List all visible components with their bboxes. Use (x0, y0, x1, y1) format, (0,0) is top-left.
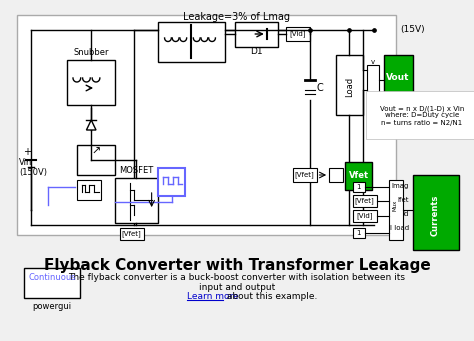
Text: Snubber: Snubber (73, 48, 109, 57)
Text: The flyback converter is a buck-boost converter with isolation between its
input: The flyback converter is a buck-boost co… (69, 273, 405, 292)
Text: D1: D1 (250, 47, 263, 56)
Text: Id: Id (402, 211, 409, 217)
Text: v: v (371, 59, 375, 65)
Text: 1: 1 (356, 184, 361, 190)
FancyBboxPatch shape (286, 27, 310, 41)
FancyBboxPatch shape (353, 182, 365, 192)
FancyBboxPatch shape (384, 55, 412, 100)
FancyBboxPatch shape (18, 15, 396, 235)
Text: +: + (23, 147, 31, 157)
Text: Learn more: Learn more (187, 292, 239, 301)
Text: C: C (317, 83, 323, 93)
Text: [Vfet]: [Vfet] (122, 231, 141, 237)
FancyBboxPatch shape (292, 168, 317, 182)
Text: Vout = n x D/(1-D) x Vin
where: D=Duty cycle
n= turns ratio = N2/N1: Vout = n x D/(1-D) x Vin where: D=Duty c… (380, 105, 465, 125)
Text: Imag: Imag (392, 183, 409, 189)
FancyBboxPatch shape (353, 228, 365, 238)
Text: [Vid]: [Vid] (289, 31, 306, 38)
Text: Continuous: Continuous (28, 273, 76, 282)
FancyBboxPatch shape (367, 65, 379, 95)
Text: [Vid]: [Vid] (356, 213, 373, 219)
FancyBboxPatch shape (389, 180, 403, 240)
FancyBboxPatch shape (346, 162, 372, 190)
FancyBboxPatch shape (77, 145, 115, 175)
FancyBboxPatch shape (329, 168, 344, 182)
FancyBboxPatch shape (158, 168, 185, 196)
Text: Vout: Vout (386, 74, 410, 83)
Text: Vin
(150V): Vin (150V) (19, 158, 47, 177)
Text: MOSFET: MOSFET (119, 166, 154, 175)
Text: about this example.: about this example. (224, 292, 317, 301)
Text: 1: 1 (356, 230, 361, 236)
FancyBboxPatch shape (353, 210, 377, 222)
Text: Vfet: Vfet (349, 172, 369, 180)
Text: ↗: ↗ (91, 147, 100, 157)
Polygon shape (86, 120, 96, 130)
FancyBboxPatch shape (336, 55, 363, 115)
FancyBboxPatch shape (67, 60, 115, 105)
Text: I load: I load (390, 225, 409, 231)
Text: Leakage=3% of Lmag: Leakage=3% of Lmag (183, 12, 291, 22)
Text: powergui: powergui (32, 302, 72, 311)
FancyBboxPatch shape (24, 268, 80, 298)
Text: Currents: Currents (431, 194, 440, 236)
Text: Ifet: Ifet (397, 197, 409, 203)
FancyBboxPatch shape (120, 228, 144, 240)
Text: Mux: Mux (393, 199, 398, 211)
FancyBboxPatch shape (77, 180, 101, 200)
FancyBboxPatch shape (115, 178, 158, 223)
FancyBboxPatch shape (158, 22, 226, 62)
Text: Flyback Converter with Transformer Leakage: Flyback Converter with Transformer Leaka… (44, 258, 430, 273)
FancyBboxPatch shape (412, 175, 458, 250)
Text: [Vfet]: [Vfet] (294, 172, 314, 178)
FancyBboxPatch shape (235, 22, 278, 47)
FancyBboxPatch shape (353, 195, 377, 207)
Text: Load: Load (345, 77, 354, 97)
Text: (15V): (15V) (400, 25, 425, 34)
Text: [Vfet]: [Vfet] (355, 198, 374, 204)
